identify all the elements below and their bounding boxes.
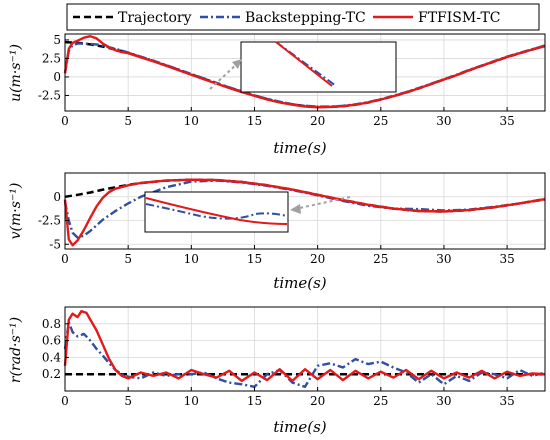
panel-v: 0 5 10 15 20 25 30 35 -5 -2.5 0 time(s) v(m·s⁻¹) bbox=[8, 172, 546, 292]
panel-r-series bbox=[63, 310, 546, 388]
panel-r-xlabel: time(s) bbox=[273, 418, 326, 436]
panel-v-ytick-label: 0 bbox=[53, 190, 61, 204]
legend-ftfism-label: FTFISM-TC bbox=[418, 10, 501, 26]
panel-v-ylabel: v(m·s⁻¹) bbox=[8, 183, 24, 240]
panel-r-xtick-label: 10 bbox=[184, 394, 199, 408]
panel-u-ticks: 0 5 10 15 20 25 30 35-2.502.55 bbox=[38, 33, 515, 128]
panel-v-xlabel: time(s) bbox=[273, 274, 326, 292]
panel-r-xtick-label: 25 bbox=[373, 394, 388, 408]
panel-r-ylabel: r(rad·s⁻¹) bbox=[8, 317, 24, 383]
panel-r-xtick-label: 15 bbox=[247, 394, 262, 408]
panel-r-ticks: 0 5 10 15 20 25 30 35 0.2 0.4 0.6 0.8 bbox=[42, 317, 515, 408]
panel-u-xlabel: time(s) bbox=[273, 139, 326, 157]
panel-r-ytick-label: 0.2 bbox=[42, 367, 61, 381]
panel-u-xtick-label: 20 bbox=[310, 114, 325, 128]
panel-u-inset-box bbox=[240, 41, 397, 93]
legend: Trajectory Backstepping-TC FTFISM-TC bbox=[66, 3, 540, 31]
panel-v-ytick-label: -5 bbox=[49, 237, 61, 251]
panel-v-series bbox=[63, 178, 546, 247]
panel-v-xtick-label: 25 bbox=[373, 252, 388, 266]
legend-trajectory-label: Trajectory bbox=[118, 10, 192, 26]
panel-r-xtick-label: 30 bbox=[436, 394, 451, 408]
panel-u-xtick-label: 0 bbox=[61, 114, 69, 128]
panel-r: 0 5 10 15 20 25 30 35 0.2 0.4 0.6 0.8 time(s) r(rad… bbox=[8, 306, 546, 436]
panel-u-series-ftfism-tc bbox=[63, 35, 546, 109]
panel-r-series-ftfism-tc bbox=[63, 310, 546, 383]
panel-u-inset-arrowhead bbox=[232, 59, 242, 69]
panel-v-xtick-label: 15 bbox=[247, 252, 262, 266]
panel-v-inset-box bbox=[144, 191, 289, 233]
panel-r-xtick-label: 35 bbox=[499, 394, 514, 408]
panel-r-ytick-label: 0.4 bbox=[42, 350, 61, 364]
legend-box bbox=[66, 3, 540, 31]
panel-u: 0 5 10 15 20 25 30 35-2.502.55 time(s) u(m·s⁻¹) bbox=[8, 33, 546, 157]
panel-u-xtick-label: 35 bbox=[499, 114, 514, 128]
panel-u-frame bbox=[64, 33, 546, 112]
panel-u-ytick-label: -2.5 bbox=[38, 88, 61, 102]
legend-backstepping-label: Backstepping-TC bbox=[245, 10, 366, 26]
panel-r-series-backstepping-tc bbox=[63, 320, 546, 388]
panel-u-xtick-label: 30 bbox=[436, 114, 451, 128]
panel-u-inset-pointer bbox=[209, 62, 239, 90]
panel-v-inset-ftfism bbox=[145, 197, 288, 225]
panel-r-frame bbox=[64, 306, 546, 392]
panel-u-ytick-label: 5 bbox=[53, 33, 61, 47]
panel-r-ytick-label: 0.6 bbox=[42, 334, 61, 348]
panel-v-xtick-label: 0 bbox=[61, 252, 69, 266]
panel-v-ytick-label: -2.5 bbox=[38, 214, 61, 228]
panel-v-xtick-label: 20 bbox=[310, 252, 325, 266]
panel-u-inset-ftfism bbox=[275, 41, 333, 87]
panel-v-xtick-label: 10 bbox=[184, 252, 199, 266]
panel-v-xtick-label: 35 bbox=[499, 252, 514, 266]
panel-v-inset-pointer bbox=[294, 196, 351, 210]
panel-r-ytick-label: 0.8 bbox=[42, 317, 61, 331]
panel-u-xtick-label: 10 bbox=[184, 114, 199, 128]
panel-r-xtick-label: 5 bbox=[124, 394, 132, 408]
panel-v-xtick-label: 5 bbox=[124, 252, 132, 266]
panel-u-ytick-label: 2.5 bbox=[42, 51, 61, 65]
panel-u-xtick-label: 15 bbox=[247, 114, 262, 128]
panel-v-series-ftfism-tc bbox=[63, 178, 546, 247]
panel-v-ticks: 0 5 10 15 20 25 30 35 -5 -2.5 0 bbox=[38, 190, 515, 266]
panel-v-inset-arrowhead bbox=[290, 204, 301, 214]
panel-v-xtick-label: 30 bbox=[436, 252, 451, 266]
panel-u-ylabel: u(m·s⁻¹) bbox=[8, 44, 24, 102]
panel-u-series bbox=[63, 35, 546, 109]
panel-u-xtick-label: 5 bbox=[124, 114, 132, 128]
panel-u-ytick-label: 0 bbox=[53, 70, 61, 84]
panel-r-xtick-label: 20 bbox=[310, 394, 325, 408]
panel-r-xtick-label: 0 bbox=[61, 394, 69, 408]
panel-v-frame bbox=[64, 172, 546, 250]
panel-u-xtick-label: 25 bbox=[373, 114, 388, 128]
